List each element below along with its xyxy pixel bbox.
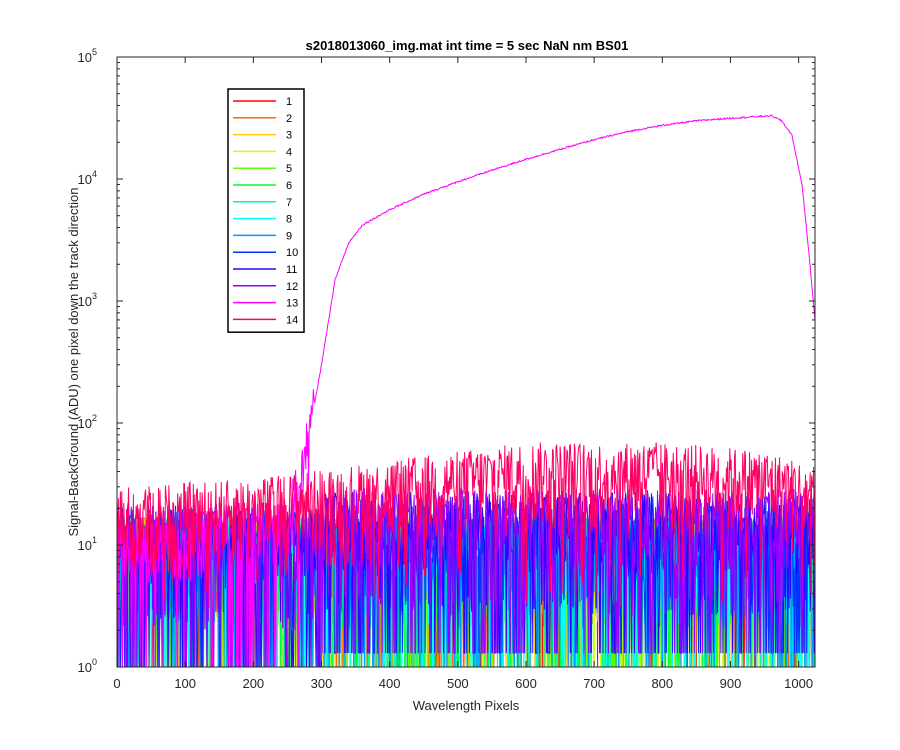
plot-frame: [116, 56, 816, 668]
legend-label-14: 14: [286, 314, 298, 326]
series-line-14: [117, 442, 815, 608]
legend-label-3: 3: [286, 130, 292, 142]
y-tick-label: 103: [78, 291, 97, 309]
legend-label-4: 4: [286, 146, 292, 158]
legend-label-6: 6: [286, 180, 292, 192]
x-tick-label: 1000: [784, 676, 813, 691]
legend-label-12: 12: [286, 281, 298, 293]
y-tick-label: 102: [78, 413, 97, 431]
legend-label-2: 2: [286, 113, 292, 125]
y-tick-label: 104: [78, 169, 97, 187]
y-tick-label: 105: [78, 47, 97, 65]
legend-label-1: 1: [286, 96, 292, 108]
legend-label-7: 7: [286, 197, 292, 209]
x-tick-label: 500: [447, 676, 469, 691]
x-tick-label: 700: [583, 676, 605, 691]
x-tick-label: 800: [651, 676, 673, 691]
x-tick-label: 300: [311, 676, 333, 691]
y-tick-label: 101: [78, 535, 97, 553]
legend-label-11: 11: [286, 264, 297, 276]
series-layer: [117, 114, 815, 667]
x-axis-label: Wavelength Pixels: [413, 698, 520, 713]
legend-label-13: 13: [286, 298, 298, 310]
chart-title: s2018013060_img.mat int time = 5 sec NaN…: [306, 38, 629, 53]
legend-label-9: 9: [286, 230, 292, 242]
y-tick-label: 100: [78, 657, 97, 675]
ticks-layer: 0 100 200 300 400 500 600 700 800 900 100010010110…: [78, 47, 815, 691]
legend-label-8: 8: [286, 214, 292, 226]
x-tick-label: 400: [379, 676, 401, 691]
legend-label-5: 5: [286, 163, 292, 175]
x-tick-label: 100: [174, 676, 196, 691]
x-tick-label: 900: [720, 676, 742, 691]
legend-label-10: 10: [286, 247, 298, 259]
x-tick-label: 600: [515, 676, 537, 691]
legend-box: [227, 88, 305, 333]
y-axis-label: Signal-BackGround (ADU) one pixel down t…: [66, 187, 81, 536]
x-tick-label: 200: [242, 676, 264, 691]
x-tick-label: 0: [113, 676, 120, 691]
